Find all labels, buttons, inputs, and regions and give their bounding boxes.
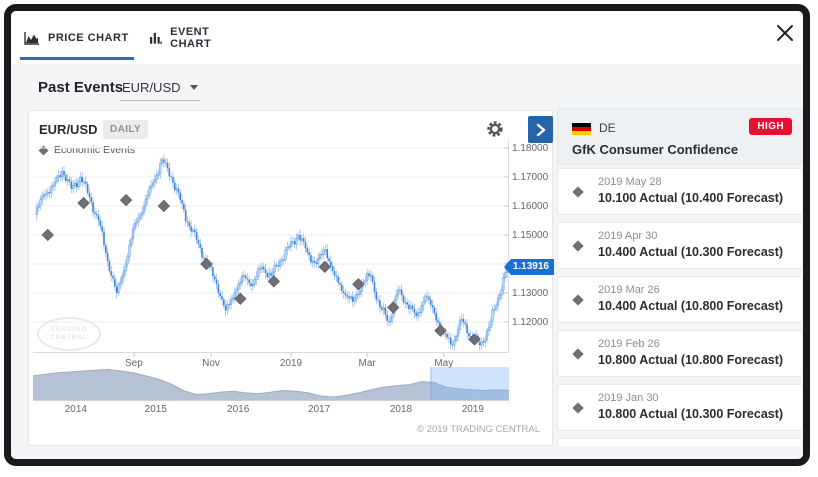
x-tick-label: Sep [125, 358, 143, 369]
navigator-svg[interactable] [33, 367, 509, 401]
y-tick-label: 1.13000 [512, 287, 549, 299]
x-tick-label: Nov [202, 358, 220, 369]
close-icon [777, 25, 793, 41]
content-area: Past Events EUR/USD EUR/USD DAILY [11, 64, 803, 459]
close-button[interactable] [773, 21, 797, 45]
tab-bar: PRICE CHART EVENT CHART [11, 11, 803, 64]
event-value: 10.100 Actual (10.400 Forecast) [598, 191, 784, 205]
symbol-dropdown-value: EUR/USD [122, 80, 181, 95]
chevron-down-icon [189, 85, 198, 90]
expand-panel-button[interactable] [528, 116, 553, 143]
symbol-dropdown[interactable]: EUR/USD [120, 78, 200, 101]
event-title: GfK Consumer Confidence [572, 142, 739, 157]
country-code-label: DE [599, 121, 616, 135]
event-date: 2019 Feb 26 [598, 338, 660, 350]
navigator-year-label: 2019 [461, 404, 484, 415]
chart-legend: Economic Events [38, 144, 136, 156]
diamond-icon [572, 294, 584, 306]
diamond-icon [572, 186, 584, 198]
legend-label: Economic Events [54, 144, 136, 156]
copyright-label: © 2019 TRADING CENTRAL [417, 424, 540, 435]
timeframe-badge: DAILY [103, 120, 149, 139]
y-tick-label: 1.12000 [512, 316, 549, 328]
tab-event-chart[interactable]: EVENT CHART [145, 18, 253, 60]
trading-central-watermark: TRADING CENTRAL [37, 317, 101, 351]
y-tick-label: 1.15000 [512, 229, 549, 241]
event-panel-header: DE HIGH GfK Consumer Confidence [557, 108, 803, 165]
event-value: 10.800 Actual (10.300 Forecast) [598, 407, 784, 421]
x-tick-label: 2019 [279, 358, 303, 369]
tab-event-chart-label: EVENT CHART [170, 25, 212, 50]
event-card[interactable]: 2019 Apr 30 10.400 Actual (10.300 Forecas… [557, 222, 803, 269]
event-card-partial[interactable] [557, 438, 803, 446]
chevron-right-icon [536, 123, 545, 136]
diamond-icon [572, 402, 584, 414]
navigator-year-label: 2017 [307, 404, 331, 415]
germany-flag-icon [572, 123, 591, 135]
tab-price-chart-label: PRICE CHART [48, 31, 129, 44]
x-tick-label: Mar [358, 358, 376, 369]
event-list: 2019 May 28 10.100 Actual (10.400 Forecas… [557, 168, 803, 446]
settings-button[interactable] [485, 119, 505, 139]
event-date: 2019 Jan 30 [598, 392, 659, 404]
event-card[interactable]: 2019 Feb 26 10.800 Actual (10.800 Forecas… [557, 330, 803, 377]
page-title: Past Events [38, 79, 124, 96]
diamond-icon [572, 240, 584, 252]
widget-frame: PRICE CHART EVENT CHART Past Events EUR/… [4, 4, 810, 466]
gear-icon [487, 121, 503, 137]
price-chart-card: EUR/USD DAILY Economic Events 1.18000 1.1… [28, 110, 554, 446]
event-value: 10.800 Actual (10.800 Forecast) [598, 353, 784, 367]
current-price-flag: 1.13916 [504, 259, 554, 275]
events-panel[interactable]: DE HIGH GfK Consumer Confidence 2019 May… [557, 108, 803, 446]
event-value: 10.400 Actual (10.300 Forecast) [598, 245, 784, 259]
chart-symbol-label: EUR/USD [39, 122, 98, 137]
event-date: 2019 Apr 30 [598, 230, 658, 242]
navigator-year-label: 2014 [64, 404, 87, 415]
y-tick-label: 1.17000 [512, 171, 549, 183]
bar-chart-icon [149, 32, 162, 44]
importance-badge: HIGH [749, 118, 792, 135]
navigator-year-label: 2018 [389, 404, 413, 415]
navigator-year-label: 2015 [144, 404, 167, 415]
navigator-year-label: 2016 [227, 404, 250, 415]
diamond-icon [572, 348, 584, 360]
y-tick-label: 1.18000 [512, 142, 549, 154]
event-date: 2019 May 28 [598, 176, 662, 188]
event-value: 10.400 Actual (10.800 Forecast) [598, 299, 784, 313]
tab-price-chart[interactable]: PRICE CHART [20, 18, 134, 60]
event-card[interactable]: 2019 May 28 10.100 Actual (10.400 Forecas… [557, 168, 803, 215]
y-tick-label: 1.16000 [512, 200, 549, 212]
price-plot-svg [33, 141, 509, 357]
event-date: 2019 Mar 26 [598, 284, 660, 296]
event-card[interactable]: 2019 Jan 30 10.800 Actual (10.300 Forecas… [557, 384, 803, 431]
x-tick-label: May [434, 358, 454, 369]
area-chart-icon [24, 31, 39, 45]
event-card[interactable]: 2019 Mar 26 10.400 Actual (10.800 Forecas… [557, 276, 803, 323]
